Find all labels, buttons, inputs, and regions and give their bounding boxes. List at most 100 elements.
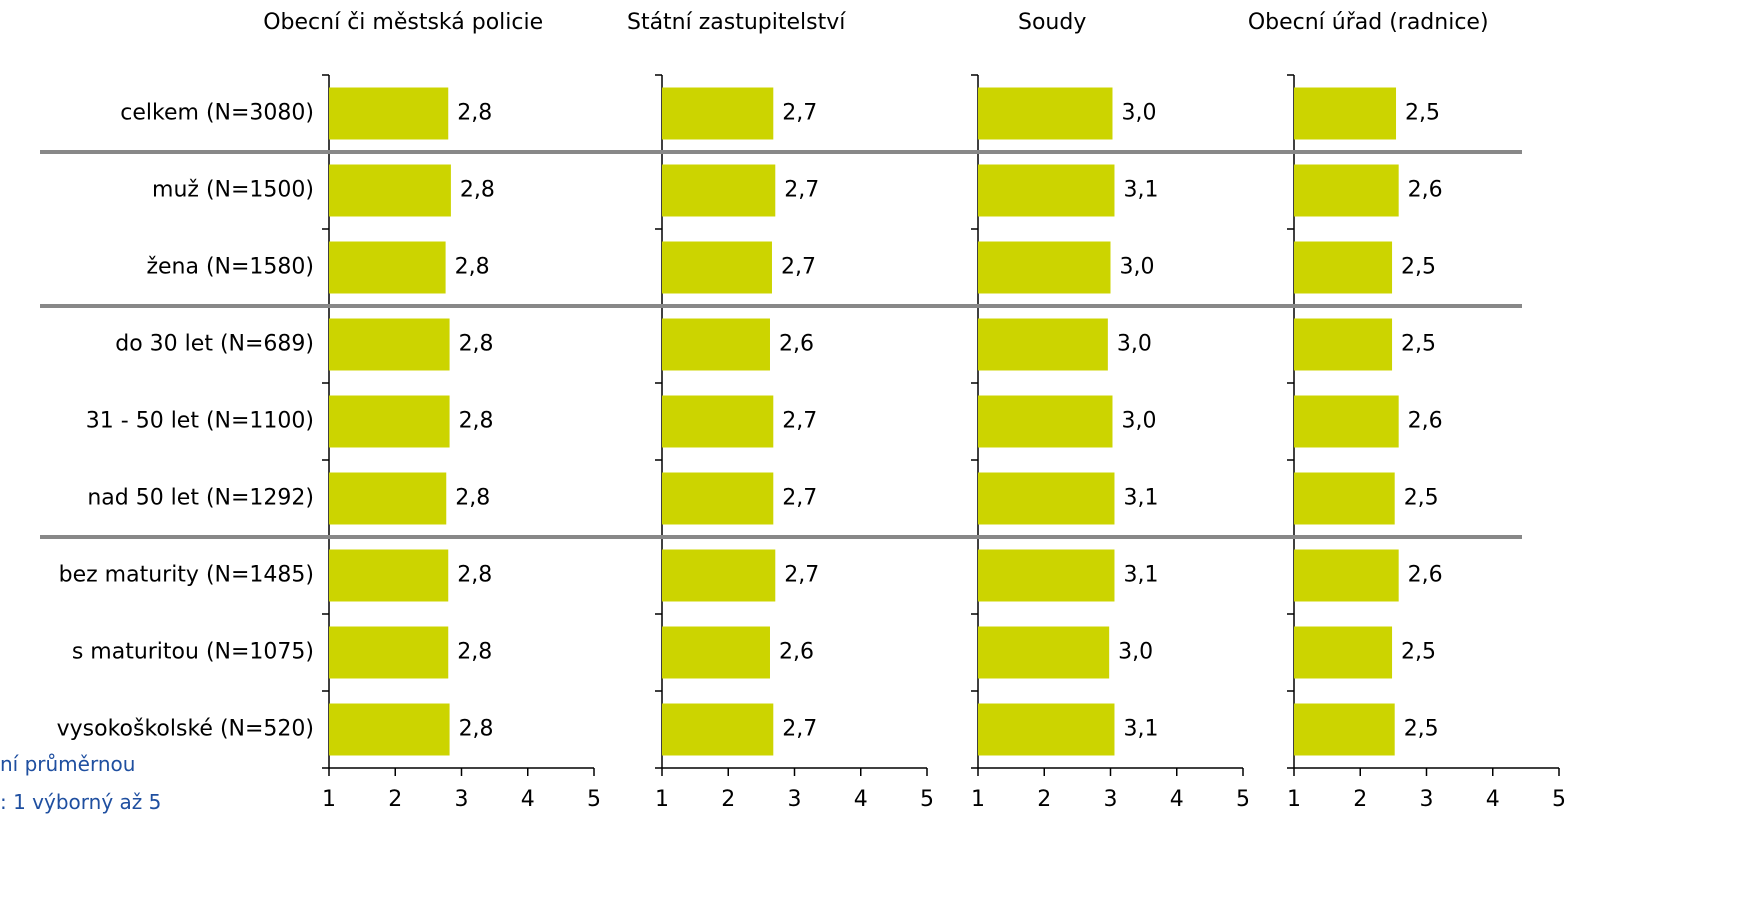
bar: [662, 472, 774, 525]
bar: [978, 241, 1111, 294]
panel-title: Státní zastupitelství: [626, 10, 846, 35]
x-tick-label: 1: [1287, 787, 1301, 812]
bar: [662, 549, 776, 602]
value-label: 2,6: [779, 640, 814, 665]
bar: [662, 87, 774, 140]
x-tick-label: 4: [1170, 787, 1184, 812]
x-tick-label: 4: [521, 787, 535, 812]
bar: [1294, 241, 1393, 294]
value-label: 2,8: [459, 332, 494, 357]
x-tick-label: 4: [854, 787, 868, 812]
category-label: do 30 let (N=689): [115, 332, 314, 357]
x-tick-label: 2: [1353, 787, 1367, 812]
bar: [329, 87, 449, 140]
value-label: 2,5: [1404, 717, 1439, 742]
bar: [329, 626, 449, 679]
value-label: 3,1: [1123, 717, 1158, 742]
note: : 1 výborný až 5: [0, 790, 162, 814]
bar: [662, 241, 772, 294]
panel-title: Soudy: [1018, 10, 1087, 35]
bar: [978, 395, 1113, 448]
value-label: 2,7: [782, 409, 817, 434]
value-label: 2,8: [455, 486, 490, 511]
bar: [978, 472, 1115, 525]
value-label: 2,8: [459, 717, 494, 742]
value-label: 3,1: [1123, 563, 1158, 588]
note: ní průměrnou: [0, 752, 136, 776]
value-label: 3,0: [1121, 101, 1156, 126]
category-label: muž (N=1500): [152, 178, 314, 203]
bar: [1294, 164, 1399, 217]
value-label: 2,5: [1405, 101, 1440, 126]
value-label: 2,5: [1401, 640, 1436, 665]
value-label: 2,6: [1408, 409, 1443, 434]
category-label: vysokoškolské (N=520): [57, 717, 314, 742]
bar: [662, 318, 770, 371]
bar: [329, 241, 446, 294]
category-label: s maturitou (N=1075): [72, 640, 314, 665]
bar: [1294, 87, 1397, 140]
bar: [329, 395, 450, 448]
bar: [978, 318, 1108, 371]
bar: [329, 549, 449, 602]
bar: [662, 164, 776, 217]
bar: [662, 395, 774, 448]
bar: [329, 164, 451, 217]
x-tick-label: 3: [455, 787, 469, 812]
bar: [329, 318, 450, 371]
bar: [1294, 318, 1393, 371]
bar: [329, 703, 450, 756]
panel-title: Obecní či městská policie: [263, 10, 544, 35]
bar: [978, 549, 1115, 602]
x-tick-label: 5: [1236, 787, 1250, 812]
x-tick-label: 3: [1104, 787, 1118, 812]
bar: [662, 626, 770, 679]
bar: [1294, 549, 1399, 602]
x-tick-label: 3: [788, 787, 802, 812]
bar: [978, 164, 1115, 217]
bar: [329, 472, 447, 525]
category-label: celkem (N=3080): [120, 101, 314, 126]
bar: [1294, 703, 1395, 756]
x-tick-label: 5: [587, 787, 601, 812]
value-label: 2,7: [784, 178, 819, 203]
category-label: 31 - 50 let (N=1100): [86, 409, 314, 434]
x-tick-label: 2: [388, 787, 402, 812]
value-label: 3,1: [1123, 178, 1158, 203]
bar: [1294, 472, 1395, 525]
value-label: 3,1: [1123, 486, 1158, 511]
value-label: 2,7: [782, 717, 817, 742]
x-tick-label: 4: [1486, 787, 1500, 812]
panel-title: Obecní úřad (radnice): [1247, 10, 1489, 35]
x-tick-label: 5: [1552, 787, 1566, 812]
value-label: 2,5: [1404, 486, 1439, 511]
value-label: 2,8: [459, 409, 494, 434]
value-label: 2,5: [1401, 255, 1436, 280]
value-label: 3,0: [1118, 640, 1153, 665]
bar: [662, 703, 774, 756]
bar: [978, 87, 1113, 140]
bar: [978, 626, 1110, 679]
value-label: 3,0: [1120, 255, 1155, 280]
x-tick-label: 2: [721, 787, 735, 812]
bar: [978, 703, 1115, 756]
value-label: 2,8: [457, 640, 492, 665]
category-label: žena (N=1580): [146, 255, 314, 280]
value-label: 2,5: [1401, 332, 1436, 357]
value-label: 2,6: [1408, 178, 1443, 203]
value-label: 2,7: [782, 101, 817, 126]
x-tick-label: 1: [655, 787, 669, 812]
value-label: 2,6: [779, 332, 814, 357]
value-label: 2,8: [460, 178, 495, 203]
value-label: 2,8: [457, 101, 492, 126]
value-label: 3,0: [1121, 409, 1156, 434]
category-label: nad 50 let (N=1292): [87, 486, 314, 511]
category-label: bez maturity (N=1485): [59, 563, 314, 588]
value-label: 2,8: [455, 255, 490, 280]
value-label: 2,6: [1408, 563, 1443, 588]
value-label: 2,8: [457, 563, 492, 588]
x-tick-label: 3: [1420, 787, 1434, 812]
bar: [1294, 626, 1393, 679]
